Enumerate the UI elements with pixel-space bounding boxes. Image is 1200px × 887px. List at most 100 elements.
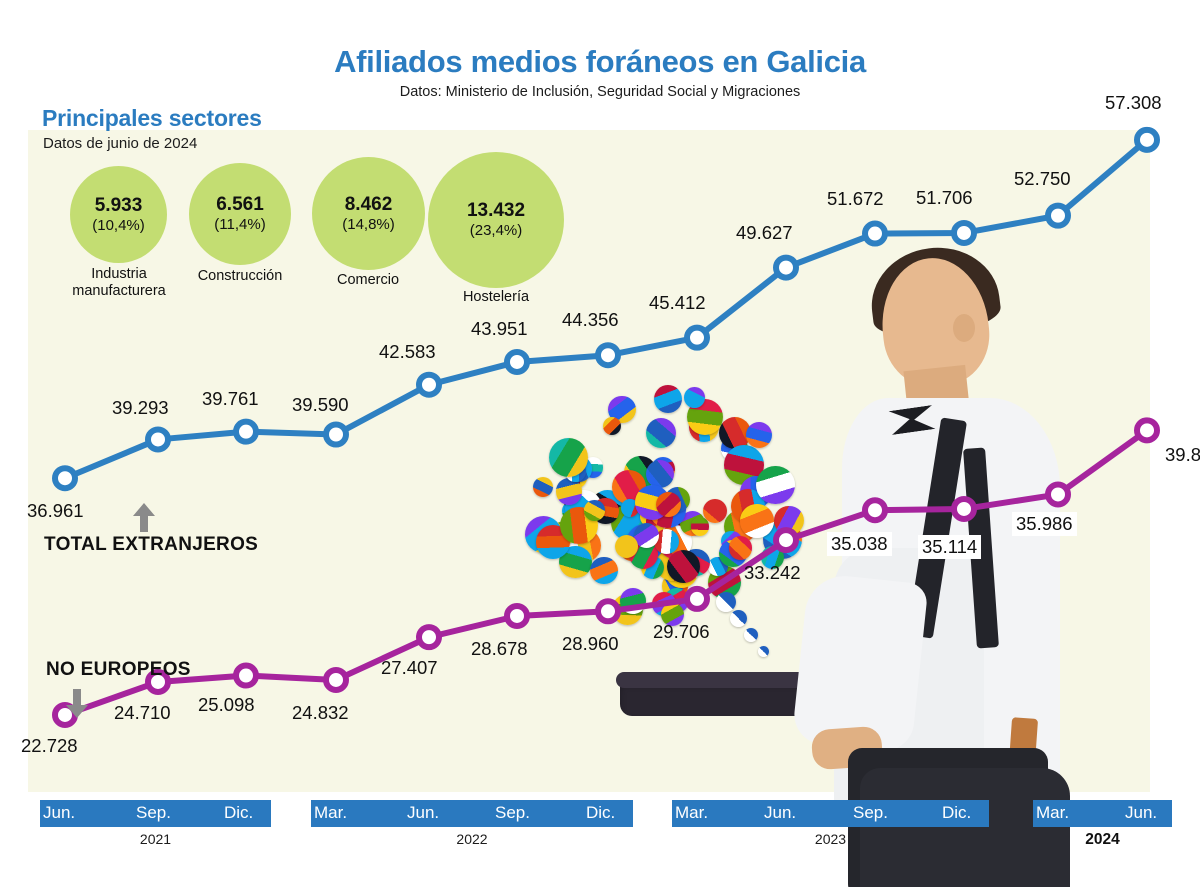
flag-icon (590, 556, 619, 585)
value-label-total: 45.412 (649, 291, 706, 313)
axis-month-label: Dic. (942, 803, 972, 822)
flag-icon (745, 421, 773, 449)
value-label-noneu: 35.114 (918, 534, 982, 559)
sector-label-construccion: Construcción (180, 268, 300, 285)
data-point (684, 585, 710, 612)
value-label-noneu: 28.960 (562, 633, 619, 655)
sectors-title: Principales sectores (42, 105, 262, 131)
sector-value: 13.432 (466, 200, 526, 222)
value-label-noneu: 22.728 (21, 734, 78, 756)
sector-label-line2: manufacturera (72, 282, 166, 299)
axis-month-label: Jun. (1125, 803, 1158, 822)
data-point (862, 220, 888, 247)
flag-icon (602, 417, 621, 436)
data-point (951, 495, 977, 522)
sector-pct: (14,8%) (342, 215, 395, 233)
value-label-total: 49.627 (736, 221, 793, 243)
page-title: Afiliados medios foráneos en Galicia (334, 44, 866, 79)
sector-value: 8.462 (344, 193, 393, 215)
flag-icon (758, 646, 769, 657)
data-point (504, 602, 530, 629)
series-points-total-extranjeros (52, 126, 1160, 492)
sector-bubble-hosteleria: 13.432 (23,4%) (428, 152, 564, 288)
sector-bubble-construccion: 6.561 (11,4%) (189, 163, 291, 265)
flag-icon (702, 498, 728, 524)
value-label-total: 57.308 (1105, 91, 1162, 113)
series-label-total: TOTAL EXTRANJEROS (44, 534, 259, 555)
flag-icon (645, 418, 676, 449)
axis-month-label: Jun. (764, 803, 797, 822)
axis-year-label: 2022 (456, 831, 488, 847)
arrow-up-icon (133, 503, 155, 532)
flag-icon (532, 476, 553, 497)
value-label-total: 51.706 (916, 186, 973, 208)
world-flags-speech-bubble-icon (520, 378, 810, 657)
data-point (145, 668, 171, 695)
flag-icon (645, 460, 674, 489)
value-label-total: 39.761 (202, 387, 259, 409)
axis-band-2024[interactable]: Mar. Jun. (1033, 800, 1172, 827)
flag-icon (691, 517, 710, 536)
data-point (1045, 481, 1071, 508)
value-label-total: 43.951 (471, 317, 528, 339)
series-points-no-europeos (52, 417, 1160, 728)
sector-label-comercio: Comercio (308, 272, 428, 289)
value-label-noneu: 27.407 (381, 657, 438, 679)
value-label-noneu: 25.098 (198, 693, 255, 715)
flag-icon (634, 523, 660, 549)
tray-top (616, 672, 842, 688)
arrow-down-icon (66, 689, 88, 718)
sector-bubble-comercio: 8.462 (14,8%) (312, 157, 425, 270)
flag-icon (660, 602, 685, 627)
data-point (416, 371, 442, 398)
data-point (862, 497, 888, 524)
axis-month-label: Dic. (586, 803, 616, 822)
axis-month-label: Sep. (136, 803, 171, 822)
data-point (504, 348, 530, 375)
series-label-noneu: NO EUROPEOS (46, 659, 191, 680)
data-point (773, 254, 799, 281)
flag-icon (718, 416, 751, 449)
sector-label-industria: Industria manufacturera (48, 266, 190, 299)
axis-year-label: 2021 (139, 831, 172, 847)
data-point (233, 662, 259, 689)
axis-band-2021[interactable]: Jun. Sep. Dic. (40, 800, 271, 827)
sector-pct: (10,4%) (92, 216, 145, 234)
flag-icon (656, 492, 682, 518)
sector-pct: (11,4%) (214, 216, 266, 234)
flag-icon (728, 536, 752, 560)
data-point (233, 418, 259, 445)
ear (953, 314, 975, 342)
value-label-noneu: 33.242 (744, 562, 801, 584)
data-point (323, 421, 349, 448)
value-label-total: 39.293 (112, 397, 169, 419)
flag-icon (555, 478, 583, 505)
axis-band-2022[interactable]: Mar. Jun. Sep. Dic. (311, 800, 633, 827)
sectors-subtitle: Datos de junio de 2024 (43, 135, 198, 152)
flag-icon (654, 384, 682, 413)
data-point (1134, 417, 1160, 444)
axis-month-label: Mar. (314, 803, 348, 822)
data-point (1134, 126, 1160, 153)
axis-band-2023[interactable]: Mar. Jun. Sep. Dic. (672, 800, 989, 827)
value-label-noneu: 29.706 (653, 620, 710, 642)
flag-icon (740, 504, 774, 538)
flag-icon (756, 465, 795, 505)
data-point (595, 342, 621, 369)
flag-icon (615, 534, 639, 558)
value-label-noneu: 35.038 (827, 532, 892, 557)
data-point (684, 324, 710, 351)
value-label-noneu: 24.710 (114, 701, 171, 723)
data-point (145, 426, 171, 453)
value-label-noneu: 28.678 (471, 637, 528, 659)
sector-label-line1: Comercio (336, 272, 400, 288)
flag-icon (730, 610, 747, 627)
value-label-total: 39.590 (292, 394, 349, 416)
sector-bubble-industria: 5.933 (10,4%) (70, 166, 167, 263)
value-label-total: 36.961 (27, 500, 84, 522)
flag-icon (584, 500, 605, 521)
data-point (323, 666, 349, 693)
